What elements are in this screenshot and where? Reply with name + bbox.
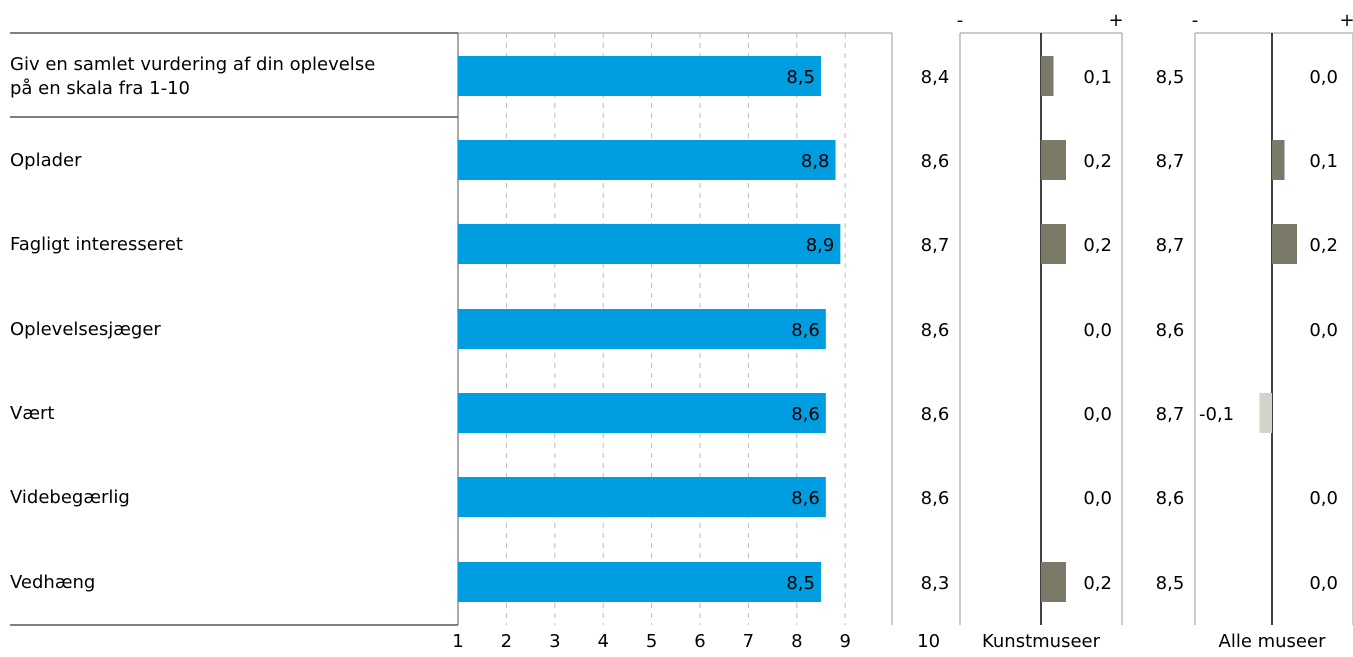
difference-label: 0,0: [1309, 488, 1338, 509]
comparison-panel: - + Alle museer 8,5 0,0 8,7 0,1 8,7 0,2 8,6 0,0 8,7…: [1156, 10, 1353, 652]
difference-label: 0,0: [1309, 67, 1338, 88]
minus-label: -: [957, 10, 964, 31]
minus-label: -: [1192, 10, 1199, 31]
category-label: Oplevelsesjæger: [10, 319, 161, 340]
x-tick-label: 10: [917, 631, 940, 652]
reference-value: 8,7: [1156, 151, 1185, 172]
difference-bar: [1259, 393, 1272, 433]
category-label: Videbegærlig: [10, 487, 130, 508]
bar-value-label: 8,5: [786, 573, 815, 594]
x-tick-label: 9: [839, 631, 850, 652]
category-label: Vært: [10, 403, 54, 424]
x-axis: 1 2 3 4 5 6 7 8 9 10: [452, 631, 940, 652]
difference-label: 0,1: [1309, 151, 1338, 172]
reference-value: 8,5: [1156, 67, 1185, 88]
bar-value-label: 8,6: [791, 320, 820, 341]
difference-bar: [1272, 224, 1297, 264]
difference-bar: [1272, 140, 1285, 180]
category-label: Oplader: [10, 150, 82, 171]
reference-value: 8,6: [921, 320, 950, 341]
difference-bar: [1041, 56, 1054, 96]
category-label: Giv en samlet vurdering af din oplevelse: [10, 54, 375, 75]
plus-label: +: [1108, 10, 1123, 31]
reference-value: 8,5: [1156, 573, 1185, 594]
category-label: Fagligt interesseret: [10, 234, 183, 255]
reference-value: 8,6: [921, 488, 950, 509]
x-tick-label: 7: [743, 631, 754, 652]
plus-label: +: [1339, 10, 1353, 31]
comparison-panel: - + Kunstmuseer 8,4 0,1 8,6 0,2 8,7 0,2 8,6 0,0 8,6…: [921, 10, 1124, 652]
reference-value: 8,7: [921, 235, 950, 256]
bar: [458, 477, 826, 517]
reference-value: 8,3: [921, 573, 950, 594]
bars: 8,5 8,8 8,9 8,6 8,6 8,6 8,5: [458, 56, 841, 602]
difference-label: 0,2: [1083, 573, 1112, 594]
x-tick-label: 8: [791, 631, 802, 652]
reference-value: 8,7: [1156, 404, 1185, 425]
x-tick-label: 6: [694, 631, 705, 652]
difference-label: 0,0: [1083, 488, 1112, 509]
category-label: Vedhæng: [10, 572, 95, 593]
difference-label: 0,0: [1309, 573, 1338, 594]
x-tick-label: 2: [501, 631, 512, 652]
panel-title: Kunstmuseer: [982, 631, 1101, 652]
bar: [458, 393, 826, 433]
bar-value-label: 8,8: [801, 151, 830, 172]
x-tick-label: 1: [452, 631, 463, 652]
x-tick-label: 3: [549, 631, 560, 652]
reference-value: 8,6: [921, 151, 950, 172]
difference-label: -0,1: [1199, 404, 1234, 425]
reference-value: 8,6: [1156, 320, 1185, 341]
category-labels: Giv en samlet vurdering af din oplevelse…: [10, 32, 458, 626]
category-label: på en skala fra 1-10: [10, 78, 190, 99]
reference-value: 8,6: [921, 404, 950, 425]
difference-bar: [1041, 562, 1066, 602]
difference-bar: [1041, 224, 1066, 264]
bar-value-label: 8,6: [791, 404, 820, 425]
difference-label: 0,2: [1083, 235, 1112, 256]
difference-label: 0,2: [1309, 235, 1338, 256]
bar-value-label: 8,9: [806, 235, 835, 256]
panel-title: Alle museer: [1219, 631, 1327, 652]
reference-value: 8,4: [921, 67, 950, 88]
difference-label: 0,1: [1083, 67, 1112, 88]
bar: [458, 562, 821, 602]
difference-label: 0,2: [1083, 151, 1112, 172]
bar: [458, 309, 826, 349]
bar: [458, 56, 821, 96]
x-tick-label: 4: [597, 631, 608, 652]
bar: [458, 224, 841, 264]
difference-label: 0,0: [1083, 320, 1112, 341]
x-tick-label: 5: [646, 631, 657, 652]
comparison-panels: - + Kunstmuseer 8,4 0,1 8,6 0,2 8,7 0,2 8,6 0,0 8,6…: [921, 10, 1353, 652]
reference-value: 8,6: [1156, 488, 1185, 509]
bar-value-label: 8,5: [786, 67, 815, 88]
bar: [458, 140, 836, 180]
difference-label: 0,0: [1309, 320, 1338, 341]
difference-label: 0,0: [1083, 404, 1112, 425]
bar-value-label: 8,6: [791, 488, 820, 509]
reference-value: 8,7: [1156, 235, 1185, 256]
difference-bar: [1041, 140, 1066, 180]
